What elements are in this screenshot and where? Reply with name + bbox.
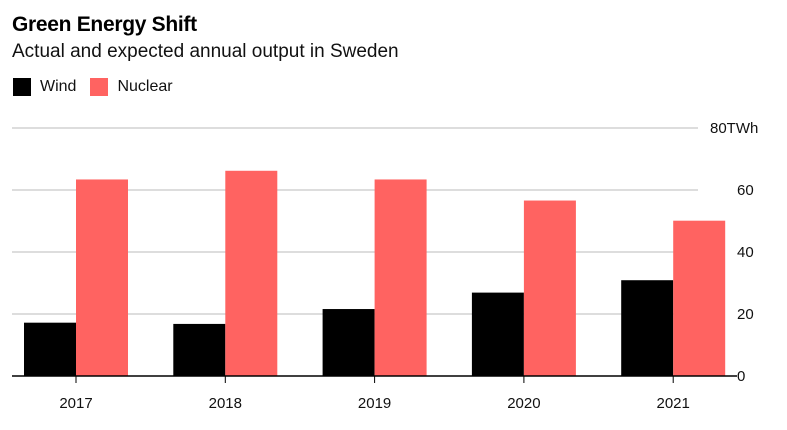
chart-title: Green Energy Shift bbox=[12, 13, 197, 36]
bar-wind-2021 bbox=[621, 280, 674, 376]
bar-nuclear-2020 bbox=[523, 200, 576, 376]
y-tick-label: 80TWh bbox=[710, 120, 758, 137]
y-axis: 0 20 40 60 80TWh bbox=[710, 120, 758, 385]
bars bbox=[24, 170, 726, 376]
bar-wind-2020 bbox=[471, 292, 524, 376]
bar-nuclear-2019 bbox=[374, 179, 427, 376]
legend-label-nuclear: Nuclear bbox=[117, 78, 173, 95]
x-tick-label: 2018 bbox=[209, 395, 242, 412]
x-axis bbox=[12, 375, 737, 383]
x-tick-label: 2020 bbox=[507, 395, 540, 412]
legend-item-nuclear: Nuclear bbox=[90, 78, 173, 96]
legend-swatch-wind bbox=[13, 78, 31, 96]
legend-item-wind: Wind bbox=[13, 78, 76, 96]
y-tick-label: 60 bbox=[737, 182, 754, 199]
y-tick-label: 0 bbox=[737, 368, 745, 385]
legend: Wind Nuclear bbox=[13, 78, 187, 96]
bar-nuclear-2018 bbox=[225, 170, 278, 376]
x-tick-label: 2019 bbox=[358, 395, 391, 412]
y-tick-label: 40 bbox=[737, 244, 754, 261]
bar-wind-2018 bbox=[173, 323, 226, 376]
x-tick-label: 2017 bbox=[59, 395, 92, 412]
legend-swatch-nuclear bbox=[90, 78, 109, 96]
y-tick-label: 20 bbox=[737, 306, 754, 323]
bar-nuclear-2017 bbox=[76, 179, 128, 376]
bar-wind-2017 bbox=[24, 322, 76, 376]
x-tick-labels: 2017 2018 2019 2020 2021 bbox=[59, 395, 690, 412]
legend-label-wind: Wind bbox=[40, 78, 77, 95]
bar-wind-2019 bbox=[322, 309, 375, 376]
bar-nuclear-2021 bbox=[673, 220, 726, 376]
x-tick-label: 2021 bbox=[657, 395, 690, 412]
chart-subtitle: Actual and expected annual output in Swe… bbox=[12, 41, 399, 62]
